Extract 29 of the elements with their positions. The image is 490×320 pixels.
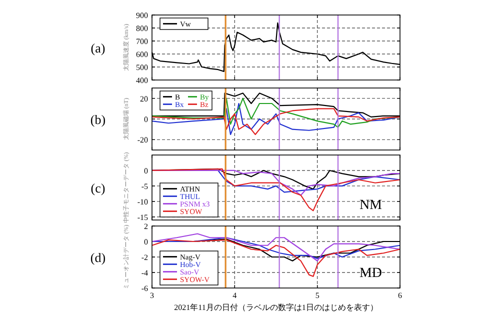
y-tick-label: 500 xyxy=(136,63,148,72)
y-tick-label: 20 xyxy=(140,94,148,104)
y-tick-label: 2 xyxy=(144,222,148,231)
y-tick-label: 400 xyxy=(136,76,148,85)
y-tick-label: -10 xyxy=(137,197,148,206)
x-tick-label: 4 xyxy=(232,291,237,300)
y-tick-label: 600 xyxy=(136,50,148,59)
y-tick-label: 800 xyxy=(136,24,148,33)
x-tick-label: 6 xyxy=(398,291,402,300)
x-tick-label: 5 xyxy=(315,291,320,300)
y-tick-label: -2 xyxy=(141,253,148,262)
y-tick-label: -4 xyxy=(141,268,148,278)
y-tick-label: 0 xyxy=(144,115,148,124)
y-tick-label: -5 xyxy=(141,182,148,191)
y-tick-label: 0 xyxy=(144,238,148,246)
text: (c) xyxy=(90,180,106,196)
text: (b) xyxy=(90,112,106,127)
y-tick-label: -20 xyxy=(137,136,148,145)
text: (d) xyxy=(90,250,106,265)
y-tick-label: 900 xyxy=(136,11,148,20)
x-axis-title: 2021年11月の日付（ラベルの数字は1日のはじめを表す） xyxy=(174,303,378,312)
annotation: MD xyxy=(359,266,382,281)
x-tick-label: 3 xyxy=(150,291,154,300)
y-tick-label: 0 xyxy=(144,166,148,176)
annotation: NM xyxy=(359,198,383,213)
text: (a) xyxy=(90,40,106,56)
y-tick-label: 700 xyxy=(136,37,148,46)
y-tick-label: -6 xyxy=(141,284,148,293)
y-tick-label: -15 xyxy=(137,212,148,222)
